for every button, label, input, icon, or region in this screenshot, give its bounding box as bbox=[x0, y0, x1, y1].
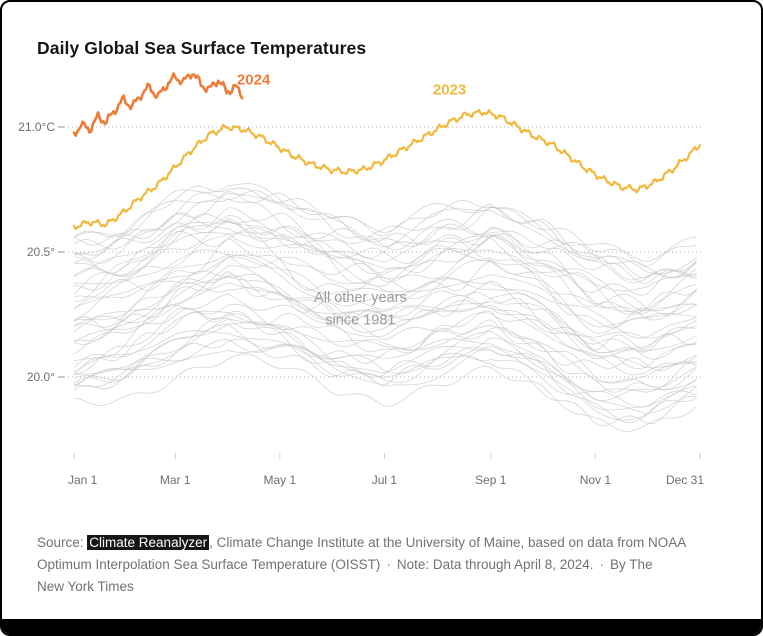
other-year-line-1994 bbox=[73, 293, 697, 376]
other-year-line-1988 bbox=[73, 324, 697, 402]
annotation-other-years-2: since 1981 bbox=[325, 313, 395, 329]
other-year-line-1993 bbox=[73, 310, 697, 384]
other-year-line-1983 bbox=[73, 317, 697, 424]
y-axis-label: 21.0°C bbox=[18, 120, 55, 134]
other-year-line-2002 bbox=[73, 256, 697, 339]
x-axis-label: Nov 1 bbox=[580, 473, 612, 487]
source-label: Source: bbox=[37, 535, 88, 550]
other-year-line-1989 bbox=[73, 310, 697, 393]
source-rest: , Climate Change Institute at the Univer… bbox=[209, 535, 687, 550]
other-year-line-2020 bbox=[73, 190, 697, 281]
annotation-2024: 2024 bbox=[237, 72, 271, 89]
series-line-2024 bbox=[72, 72, 244, 137]
dot-separator: · bbox=[386, 556, 391, 572]
source-dataset: Optimum Interpolation Sea Surface Temper… bbox=[37, 556, 381, 572]
other-year-line-1992 bbox=[73, 308, 697, 372]
y-axis-label: 20.0° bbox=[27, 370, 55, 384]
series-line-2023 bbox=[72, 108, 702, 231]
dot-separator: · bbox=[599, 556, 605, 572]
sst-chart: 21.0°C 20.5° 20.0° Jan 1 Mar 1 May 1 Jul 1 Sep … bbox=[18, 72, 704, 488]
other-year-line-2011 bbox=[73, 220, 697, 321]
x-axis-label: Dec 31 bbox=[666, 473, 704, 487]
other-year-line-1999 bbox=[73, 271, 697, 351]
other-year-line-1987 bbox=[73, 318, 697, 411]
x-axis-label: May 1 bbox=[263, 473, 296, 487]
other-year-line-2021 bbox=[73, 185, 697, 268]
other-year-line-1991 bbox=[73, 303, 697, 391]
other-year-line-1996 bbox=[73, 282, 697, 369]
other-year-line-1997 bbox=[73, 282, 697, 369]
x-axis-label: Jan 1 bbox=[68, 473, 98, 487]
x-axis-label: Jul 1 bbox=[372, 473, 398, 487]
other-year-line-2003 bbox=[73, 253, 697, 339]
other-year-line-2006 bbox=[73, 254, 697, 328]
y-axis-label: 20.5° bbox=[27, 245, 55, 259]
other-year-line-1990 bbox=[73, 330, 697, 393]
other-year-line-2014 bbox=[73, 213, 697, 296]
other-year-line-2001 bbox=[73, 270, 697, 353]
other-year-line-2008 bbox=[73, 231, 697, 312]
data-note: Note: Data through April 8, 2024. bbox=[396, 556, 594, 572]
other-year-line-1984 bbox=[73, 343, 697, 421]
bottom-bar bbox=[2, 619, 761, 634]
annotation-other-years-1: All other years bbox=[314, 290, 407, 306]
annotation-2023: 2023 bbox=[433, 82, 466, 99]
other-year-line-2022 bbox=[73, 183, 697, 263]
other-year-line-1981 bbox=[73, 353, 697, 432]
other-year-line-2019 bbox=[73, 192, 697, 274]
other-year-line-2015 bbox=[73, 207, 697, 285]
other-year-line-2013 bbox=[73, 221, 697, 292]
source-link[interactable]: Climate Reanalyzer bbox=[87, 535, 210, 550]
x-axis-label: Mar 1 bbox=[160, 473, 191, 487]
chart-title: Daily Global Sea Surface Temperatures bbox=[37, 38, 367, 58]
byline-part1: By The bbox=[610, 556, 653, 572]
x-axis-label: Sep 1 bbox=[475, 473, 507, 487]
other-year-line-1998 bbox=[73, 265, 697, 354]
other-year-line-2000 bbox=[73, 276, 697, 360]
byline-part2: New York Times bbox=[37, 578, 134, 594]
source-note: Source: Climate Reanalyzer, Climate Chan… bbox=[37, 532, 737, 598]
other-year-line-2012 bbox=[73, 225, 697, 312]
other-year-line-2004 bbox=[73, 249, 697, 334]
